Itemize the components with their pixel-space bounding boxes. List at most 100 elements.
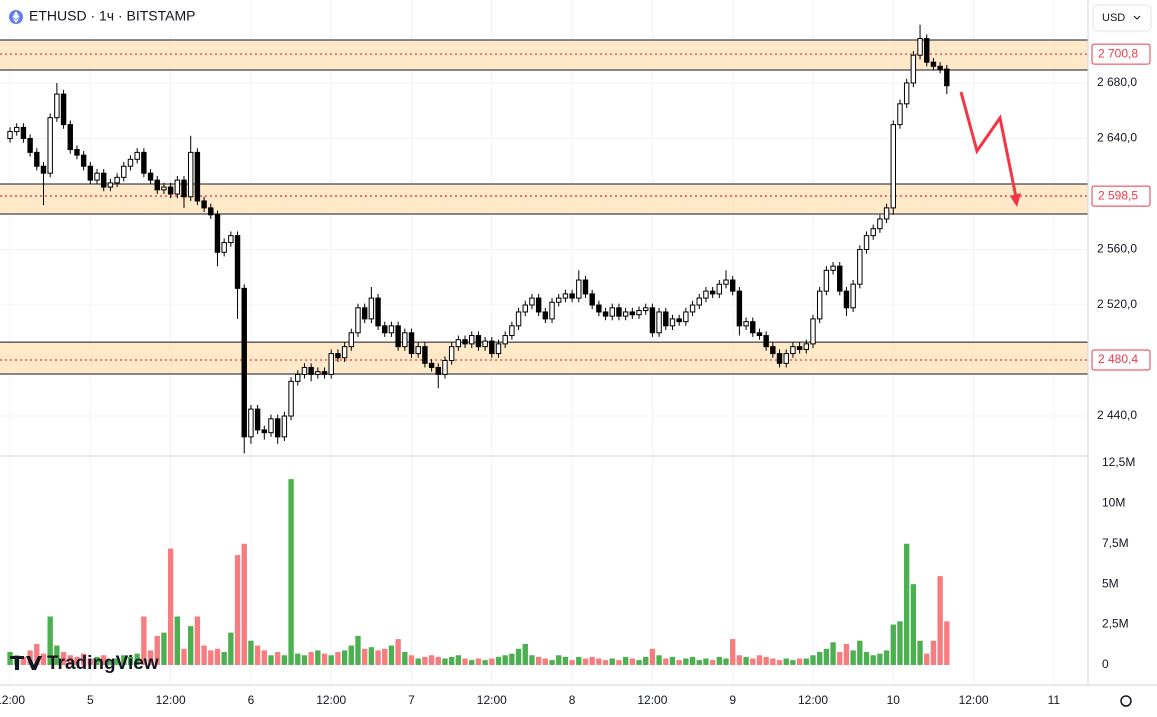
candle	[482, 336, 488, 351]
volume-bar	[408, 655, 415, 665]
candle-body	[850, 283, 856, 309]
candle	[127, 155, 134, 171]
candle-body	[395, 325, 401, 348]
volume-bar	[917, 640, 923, 665]
volume-bar	[20, 656, 27, 665]
candle-body	[335, 353, 341, 359]
candle-body	[736, 290, 743, 327]
header-bg	[0, 0, 240, 34]
candle-body	[810, 318, 816, 345]
volume-bar	[361, 648, 368, 665]
candle	[823, 266, 830, 296]
volume-bar	[341, 650, 348, 665]
y-tick-label: 7,5M	[1102, 536, 1129, 550]
candle	[783, 349, 789, 368]
candle	[248, 404, 254, 444]
volume-bar	[723, 658, 729, 665]
candle-body	[549, 301, 555, 320]
candle-body	[609, 307, 615, 317]
volume-bar	[736, 655, 743, 665]
candle-body	[94, 172, 100, 181]
y-tick-label: 5M	[1102, 576, 1119, 590]
currency[interactable]: USD	[1102, 12, 1125, 24]
candle-body	[535, 297, 542, 313]
candle-body	[308, 366, 314, 375]
candle	[442, 356, 448, 379]
level-zone	[0, 342, 1088, 374]
volume-bar	[883, 650, 890, 665]
candle-body	[723, 279, 729, 285]
candle-body	[683, 311, 689, 323]
candle	[121, 162, 127, 182]
candle-body	[917, 38, 923, 56]
candle	[428, 359, 435, 372]
candle-body	[636, 310, 642, 316]
candle-body	[469, 335, 475, 345]
volume-bar	[562, 656, 569, 665]
candle-body	[234, 235, 241, 289]
candle-body	[870, 228, 876, 237]
volume-bar	[241, 543, 247, 665]
volume-bar	[415, 658, 421, 665]
candle-body	[80, 154, 87, 167]
candle	[74, 145, 80, 160]
candle-body	[823, 269, 830, 292]
logo-mark	[10, 656, 42, 670]
volume-bar	[234, 555, 241, 665]
candle-body	[930, 61, 937, 67]
candle-body	[141, 151, 147, 174]
candle-body	[883, 207, 890, 220]
candle-body	[803, 343, 810, 350]
symbol-title: ETHUSD · 1ч · BITSTAMP	[29, 8, 196, 24]
volume-bar	[837, 652, 843, 665]
candle	[415, 342, 421, 358]
candle	[382, 321, 388, 337]
candle-body	[756, 332, 763, 337]
candle	[194, 148, 201, 206]
candle-body	[576, 279, 582, 299]
candle	[261, 425, 268, 440]
candle-body	[689, 304, 696, 313]
settings-icon[interactable]	[1120, 695, 1132, 707]
candle	[301, 363, 308, 379]
candle	[161, 182, 167, 195]
currency-button[interactable]	[1092, 4, 1152, 32]
candle	[462, 335, 468, 349]
candle	[917, 24, 923, 60]
candle-body	[890, 124, 896, 209]
volume-bar	[295, 653, 301, 665]
candle-body	[415, 346, 421, 355]
candle	[208, 203, 214, 219]
candle	[529, 293, 535, 310]
candle	[455, 335, 462, 351]
volume-bar	[167, 548, 174, 665]
volume-bar	[810, 655, 816, 665]
volume-bar	[502, 655, 508, 665]
candle	[642, 303, 649, 315]
volume-bar	[201, 645, 207, 665]
candle	[703, 286, 709, 303]
candle-body	[375, 297, 381, 327]
candle	[883, 203, 890, 224]
candle	[924, 34, 930, 67]
candle	[315, 367, 321, 379]
volume-bar	[448, 656, 455, 665]
candle-body	[208, 207, 214, 216]
volume-bar	[649, 648, 656, 665]
candle-body	[716, 283, 723, 295]
candle	[201, 196, 207, 213]
candle-body	[47, 117, 53, 174]
candle-body	[796, 346, 803, 350]
volume-bar	[556, 655, 562, 665]
volume-bar	[301, 655, 308, 665]
candle	[174, 175, 181, 199]
candle-body	[790, 346, 796, 355]
candle	[549, 298, 555, 324]
candle	[375, 293, 381, 330]
candle	[796, 342, 803, 354]
candle-body	[709, 290, 716, 295]
candle	[656, 307, 662, 337]
candle	[850, 280, 856, 312]
candle	[348, 328, 354, 351]
